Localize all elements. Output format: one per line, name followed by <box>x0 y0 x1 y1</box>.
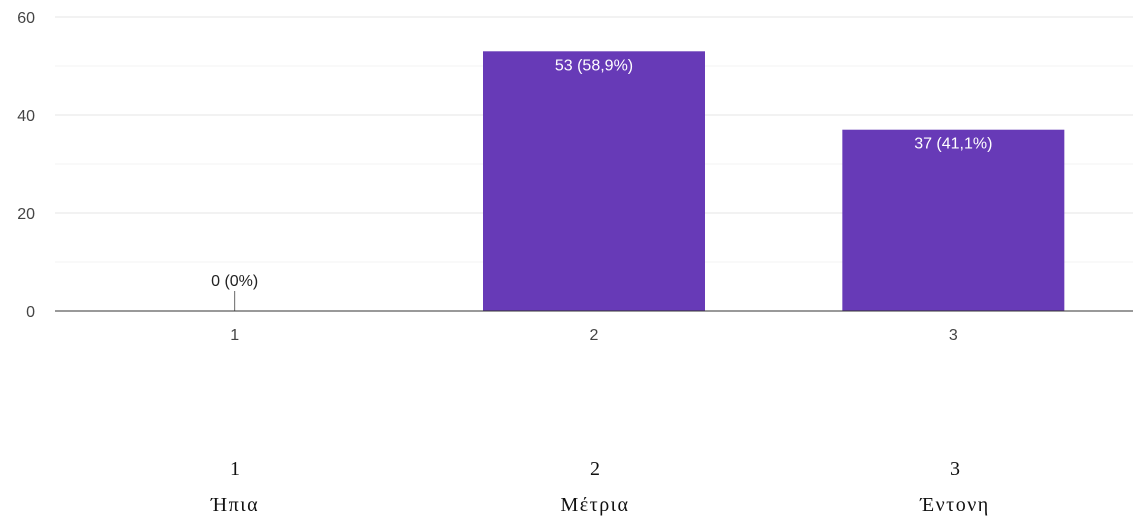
bar <box>842 129 1065 311</box>
scale-number: 1 <box>230 458 240 480</box>
scale-label: Μέτρια <box>560 494 630 516</box>
x-tick-label: 2 <box>590 327 599 344</box>
data-label: 53 (58,9%) <box>555 57 633 74</box>
data-label: 37 (41,1%) <box>914 136 992 153</box>
x-tick-label: 1 <box>230 327 239 344</box>
y-tick-label: 60 <box>17 10 35 27</box>
scale-legend: 1 Ήπια 2 Μέτρια 3 Έντονη <box>0 455 1141 526</box>
data-label: 0 (0%) <box>211 273 258 290</box>
y-tick-label: 20 <box>17 206 35 223</box>
scale-item-3: 3 Έντονη <box>835 455 1075 519</box>
scale-number: 2 <box>590 458 600 480</box>
x-tick-label: 3 <box>949 327 958 344</box>
y-tick-label: 40 <box>17 108 35 125</box>
bar <box>483 51 705 312</box>
scale-label: Ήπια <box>210 494 260 516</box>
scale-item-1: 1 Ήπια <box>115 455 355 519</box>
scale-item-2: 2 Μέτρια <box>475 455 715 519</box>
y-tick-label: 0 <box>26 304 35 321</box>
bar-chart: 0 20 40 60 0 (0%) 1 53 (58,9%) 2 37 (41,1%) 3 <box>17 10 1133 344</box>
scale-label: Έντονη <box>920 494 990 516</box>
scale-number: 3 <box>950 458 960 480</box>
